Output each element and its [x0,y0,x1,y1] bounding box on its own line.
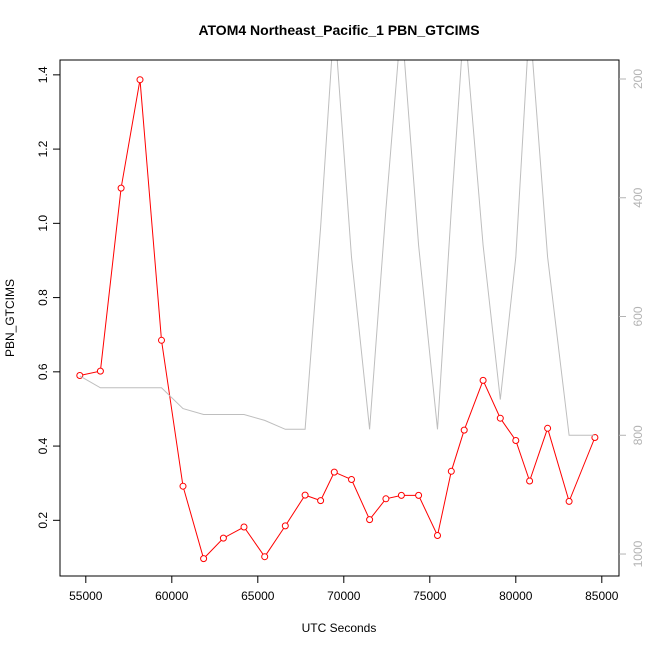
series-0-point [415,491,423,499]
series-0-point [348,476,355,483]
series-0-point [261,553,269,561]
x-axis-label: UTC Seconds [302,621,377,635]
series-layer [76,60,599,563]
y-tick-label: 1.2 [36,140,50,157]
series-0-line [79,79,596,560]
y2-tick-label: 800 [631,425,645,445]
series-0-point [397,491,405,499]
y2-tick-label: 600 [631,306,645,326]
series-0-point [479,376,487,384]
series-0-point [496,414,504,422]
x-tick-label: 80000 [499,589,533,603]
series-0-point [200,555,208,563]
series-0-point [382,495,390,503]
series-0-point [447,467,455,475]
series-1-line [79,60,595,436]
x-tick-label: 70000 [327,589,361,603]
series-0-point [158,336,165,344]
x-tick-label: 75000 [413,589,447,603]
y2-tick-label: 200 [631,69,645,89]
x-tick-label: 60000 [155,589,189,603]
y2-tick-label: 1000 [631,540,645,567]
series-0-point [366,516,374,524]
x-axis: 55000 60000 65000 70000 75000 80000 85000 [69,576,619,603]
y-tick-label: 1.0 [36,215,50,232]
series-0-point [512,437,520,444]
y-tick-label: 0.2 [36,512,50,529]
plot-frame [59,59,620,577]
y-axis: 0.2 0.4 0.6 0.8 1.0 1.2 1.4 [36,66,60,529]
x-tick-label: 85000 [585,589,619,603]
y-axis-label: PBN_GTCIMS [3,279,17,357]
series-0-point [179,482,187,490]
series-0-point [330,468,338,476]
x-tick-label: 65000 [241,589,275,603]
series-0-point [526,477,534,485]
series-0-point [544,424,552,432]
y2-axis: 200 400 600 800 1000 [619,69,645,567]
chart-title: ATOM4 Northeast_Pacific_1 PBN_GTCIMS [198,22,479,38]
series-0-point [460,426,468,434]
series-0-point [281,522,289,530]
series-0-point [219,534,227,542]
series-0-point [301,491,309,499]
series-0-point [434,532,441,539]
series-0-point [136,76,144,84]
y-tick-label: 0.6 [36,363,50,380]
x-tick-label: 55000 [69,589,103,603]
series-0-point [240,523,248,531]
series-0-point [317,497,325,505]
series-0-point [96,367,104,375]
y-tick-label: 0.4 [36,437,50,454]
series-0-point [117,184,125,192]
y2-tick-label: 400 [631,187,645,207]
y-tick-label: 0.8 [36,289,50,306]
y-tick-label: 1.4 [36,66,50,83]
series-0-point [565,497,573,505]
series-0-point [591,434,599,441]
